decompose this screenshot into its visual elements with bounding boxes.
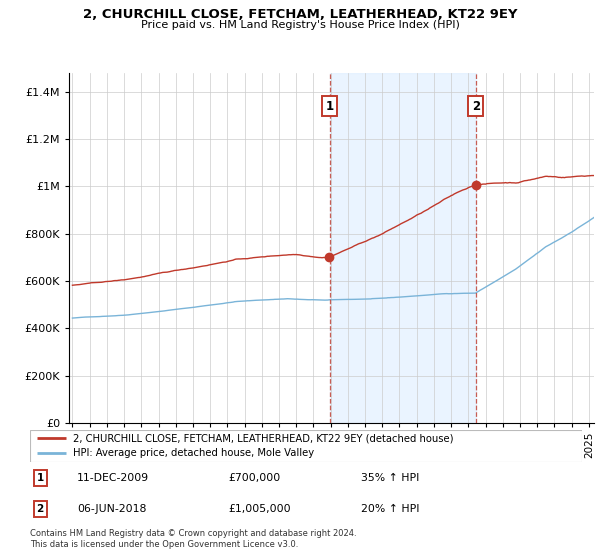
Text: Contains HM Land Registry data © Crown copyright and database right 2024.
This d: Contains HM Land Registry data © Crown c… xyxy=(30,529,356,549)
Text: Price paid vs. HM Land Registry's House Price Index (HPI): Price paid vs. HM Land Registry's House … xyxy=(140,20,460,30)
Text: 2, CHURCHILL CLOSE, FETCHAM, LEATHERHEAD, KT22 9EY: 2, CHURCHILL CLOSE, FETCHAM, LEATHERHEAD… xyxy=(83,8,517,21)
Text: 35% ↑ HPI: 35% ↑ HPI xyxy=(361,473,419,483)
Text: 2, CHURCHILL CLOSE, FETCHAM, LEATHERHEAD, KT22 9EY (detached house): 2, CHURCHILL CLOSE, FETCHAM, LEATHERHEAD… xyxy=(73,433,454,444)
Text: £700,000: £700,000 xyxy=(229,473,281,483)
Text: 1: 1 xyxy=(326,100,334,113)
Bar xyxy=(329,73,476,423)
Text: 11-DEC-2009: 11-DEC-2009 xyxy=(77,473,149,483)
Text: 2: 2 xyxy=(37,504,44,514)
Text: 06-JUN-2018: 06-JUN-2018 xyxy=(77,504,146,514)
Text: 1: 1 xyxy=(37,473,44,483)
Text: £1,005,000: £1,005,000 xyxy=(229,504,292,514)
Text: 2: 2 xyxy=(472,100,480,113)
Text: HPI: Average price, detached house, Mole Valley: HPI: Average price, detached house, Mole… xyxy=(73,448,314,458)
Text: 20% ↑ HPI: 20% ↑ HPI xyxy=(361,504,420,514)
FancyBboxPatch shape xyxy=(30,430,582,462)
